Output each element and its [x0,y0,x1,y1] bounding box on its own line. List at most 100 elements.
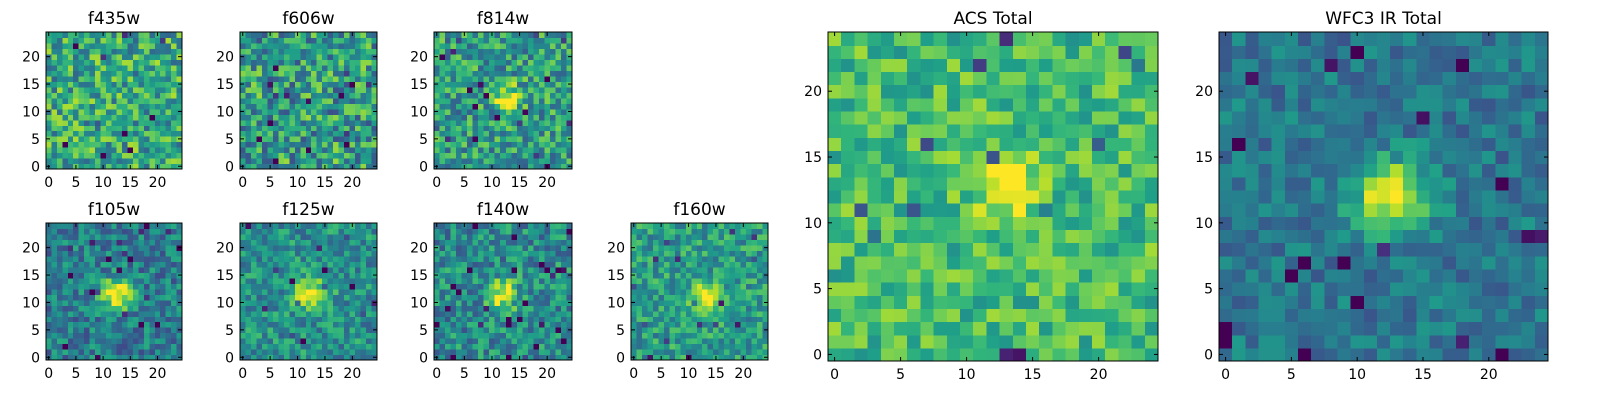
heatmap-cell [154,299,161,306]
heatmap-cell [94,288,101,295]
heatmap-cell [338,354,345,361]
heatmap-cell [456,299,463,306]
heatmap-cell [272,48,279,55]
heatmap-cell [327,152,334,159]
heatmap-cell [1105,176,1119,191]
heatmap-cell [133,321,140,328]
heatmap-cell [322,266,329,273]
heatmap-cell [555,305,562,312]
heatmap-cell [566,277,573,284]
heatmap-cell [483,81,490,88]
heatmap-cell [631,343,638,350]
heatmap-cell [154,327,161,334]
heatmap-cell [338,332,345,339]
heatmap-cell [127,343,134,350]
heatmap-cell [566,86,573,93]
heatmap-cell [100,277,107,284]
heatmap-cell [641,272,649,279]
heatmap-cell [138,53,145,60]
heatmap-cell [718,294,725,301]
heatmap-cell [461,75,468,82]
heatmap-cell [467,250,474,257]
axes-frame-f125w [239,222,378,361]
heatmap-cell [73,305,80,312]
heatmap-cell [84,97,91,104]
heatmap-cell [143,48,150,55]
heatmap-cell [456,64,463,71]
heatmap-cell [434,103,441,110]
heatmap-cell [691,349,698,356]
heatmap-cell [549,147,557,154]
heatmap-cell [305,147,312,154]
axes-frame-f606w [239,31,378,170]
heatmap-cell [636,255,643,262]
heatmap-cell [94,316,101,323]
heatmap-cell [1144,189,1159,204]
heatmap-cell [138,108,145,115]
heatmap-cell [245,310,252,317]
heatmap-cell [160,141,167,148]
x-tick-label: 15 [511,175,529,191]
heatmap-cell [511,299,518,306]
heatmap-cell [713,305,720,312]
heatmap-cell [138,152,145,159]
heatmap-cell [300,75,307,82]
x-tick-label: 20 [343,175,361,191]
heatmap-cell [245,48,252,55]
heatmap-cell [461,158,468,165]
heatmap-cell [116,343,123,350]
heatmap-cell [311,343,318,350]
heatmap-cell [349,136,356,143]
heatmap-cell [366,354,373,361]
heatmap-cell [516,86,523,93]
heatmap-cell [494,48,501,55]
heatmap-cell [566,92,573,99]
heatmap-cell [1012,203,1027,217]
heatmap-cell [62,53,69,60]
heatmap-cell [439,266,446,273]
heatmap-cell [84,255,91,262]
heatmap-cell [261,32,268,39]
heatmap-cell [300,261,307,268]
heatmap-cell [1105,268,1119,283]
heatmap-cell [439,321,446,328]
heatmap-cell [674,338,681,345]
heatmap-cell [658,288,665,295]
heatmap-cell [355,316,362,323]
heatmap-cell [729,277,736,284]
heatmap-cell [456,244,463,251]
heatmap-cell [84,81,91,88]
heatmap-cell [78,272,85,279]
heatmap-cell [669,266,676,273]
heatmap-cell [111,288,118,295]
heatmap-cell [461,125,468,132]
heatmap-cell [322,92,329,99]
heatmap-cell [680,327,687,334]
heatmap-cell [483,310,490,317]
heatmap-cell [1078,189,1093,204]
heatmap-cell [171,305,178,312]
heatmap-cell [127,59,134,66]
heatmap-cell [505,81,512,88]
heatmap-cell [527,239,534,246]
heatmap-cell [143,332,150,339]
heatmap-cell [338,141,345,148]
heatmap-cell [511,327,518,334]
heatmap-cell [456,327,463,334]
heatmap-cell [278,59,285,66]
heatmap-cell [294,316,301,323]
heatmap-cell [261,283,268,290]
heatmap-cell [305,305,312,312]
heatmap-cell [483,59,490,66]
y-tick-label: 10 [410,295,428,311]
heatmap-cell [250,250,258,257]
heatmap-cell [456,316,463,323]
heatmap-cell [1144,163,1159,178]
heatmap-cell [483,125,490,132]
heatmap-cell [450,125,457,132]
heatmap-cell [933,321,948,336]
heatmap-cell [267,125,274,132]
heatmap-cell [549,316,557,323]
heatmap-cell [289,136,296,143]
heatmap-cell [960,347,974,362]
